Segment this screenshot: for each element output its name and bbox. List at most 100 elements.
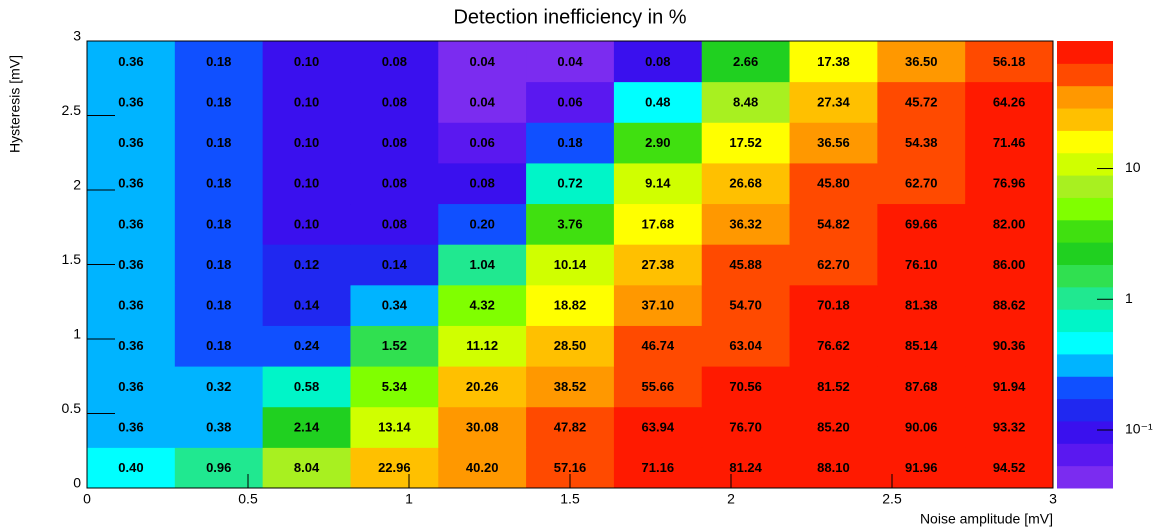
cell-label: 10.14 [554, 257, 587, 272]
cell-label: 22.96 [378, 460, 411, 475]
heatmap-cell [350, 447, 439, 489]
cell-label: 47.82 [554, 419, 587, 434]
heatmap-cell [789, 203, 878, 245]
heatmap-cell [87, 122, 176, 164]
cell-label: 91.96 [905, 460, 938, 475]
heatmap-cell [350, 244, 439, 286]
heatmap-cell [789, 366, 878, 408]
heatmap-cell [877, 81, 966, 123]
heatmap-cell [789, 122, 878, 164]
heatmap-cell [965, 81, 1054, 123]
cell-label: 17.38 [817, 54, 850, 69]
cell-label: 0.48 [645, 94, 670, 109]
cell-label: 88.62 [993, 298, 1026, 313]
cell-label: 17.52 [729, 135, 762, 150]
cell-label: 0.08 [645, 54, 670, 69]
heatmap-cell [701, 244, 791, 286]
cell-label: 69.66 [905, 216, 938, 231]
heatmap-cell [613, 406, 703, 448]
cell-label: 62.70 [817, 257, 850, 272]
cell-label: 0.10 [294, 135, 319, 150]
heatmap-cell [701, 406, 791, 448]
cell-label: 0.10 [294, 176, 319, 191]
heatmap-cell [350, 162, 439, 205]
heatmap-cell [174, 122, 264, 164]
cell-label: 90.06 [905, 419, 938, 434]
y-tick-label: 2.5 [62, 102, 82, 118]
cell-label: 36.50 [905, 54, 938, 69]
heatmap-cell [526, 81, 615, 123]
y-axis-title: Hysteresis [mV] [7, 55, 23, 153]
y-tick-label: 0 [73, 475, 81, 491]
cell-label: 45.80 [817, 176, 850, 191]
heatmap-cell [877, 203, 966, 245]
cell-label: 46.74 [642, 338, 675, 353]
cell-label: 0.12 [294, 257, 319, 272]
cell-label: 93.32 [993, 419, 1026, 434]
cell-label: 56.18 [993, 54, 1026, 69]
color-scale-tick-label: 1 [1125, 290, 1133, 306]
heatmap-cell [174, 325, 264, 367]
heatmap-cell [438, 203, 527, 245]
heatmap-cell [965, 162, 1054, 205]
cell-label: 64.26 [993, 94, 1026, 109]
cell-label: 88.10 [817, 460, 850, 475]
cell-label: 82.00 [993, 216, 1026, 231]
heatmap-cell [613, 41, 703, 83]
cell-label: 5.34 [382, 379, 408, 394]
cell-label: 0.36 [118, 379, 143, 394]
cell-label: 0.32 [206, 379, 231, 394]
cell-label: 57.16 [554, 460, 587, 475]
heatmap-cell [87, 162, 176, 205]
cell-label: 0.36 [118, 257, 143, 272]
cell-label: 54.70 [729, 298, 762, 313]
heatmap-cell [262, 406, 351, 448]
heatmap-cell [965, 122, 1054, 164]
cell-label: 81.24 [729, 460, 762, 475]
cell-label: 76.70 [729, 419, 762, 434]
heatmap-cell [526, 122, 615, 164]
cell-label: 0.04 [470, 54, 496, 69]
cell-label: 0.36 [118, 216, 143, 231]
cell-label: 27.34 [817, 94, 850, 109]
cell-label: 0.18 [206, 176, 231, 191]
cell-label: 62.70 [905, 176, 938, 191]
cell-label: 0.36 [118, 419, 143, 434]
color-scale-band [1057, 465, 1113, 489]
heatmap-cell [701, 162, 791, 205]
cell-label: 8.04 [294, 460, 320, 475]
cell-label: 0.36 [118, 338, 143, 353]
heatmap-cell [262, 284, 351, 326]
cell-label: 2.14 [294, 419, 320, 434]
cell-label: 0.10 [294, 94, 319, 109]
heatmap-cell [350, 122, 439, 164]
cell-label: 1.52 [382, 338, 407, 353]
cell-label: 71.16 [642, 460, 675, 475]
cell-label: 0.06 [557, 94, 582, 109]
heatmap-cell [877, 366, 966, 408]
heatmap-cell [701, 325, 791, 367]
heatmap-cell [965, 244, 1054, 286]
heatmap-cell [526, 244, 615, 286]
heatmap-cell [438, 406, 527, 448]
heatmap-cell [877, 244, 966, 286]
heatmap-cell [701, 366, 791, 408]
cell-label: 70.56 [729, 379, 762, 394]
cell-label: 0.20 [470, 216, 495, 231]
heatmap-cell [613, 325, 703, 367]
heatmap-cell [174, 366, 264, 408]
heatmap-cell [613, 122, 703, 164]
heatmap-cell [438, 162, 527, 205]
heatmap-cell [789, 244, 878, 286]
cell-label: 26.68 [729, 176, 762, 191]
cell-label: 11.12 [466, 338, 498, 353]
cell-label: 4.32 [470, 298, 495, 313]
heatmap-cell [174, 81, 264, 123]
color-scale-band [1057, 286, 1113, 310]
cell-label: 0.38 [206, 419, 231, 434]
cell-label: 86.00 [993, 257, 1026, 272]
heatmap-cell [262, 447, 351, 489]
cell-label: 0.18 [206, 135, 231, 150]
cell-label: 91.94 [993, 379, 1026, 394]
cell-label: 0.58 [294, 379, 319, 394]
